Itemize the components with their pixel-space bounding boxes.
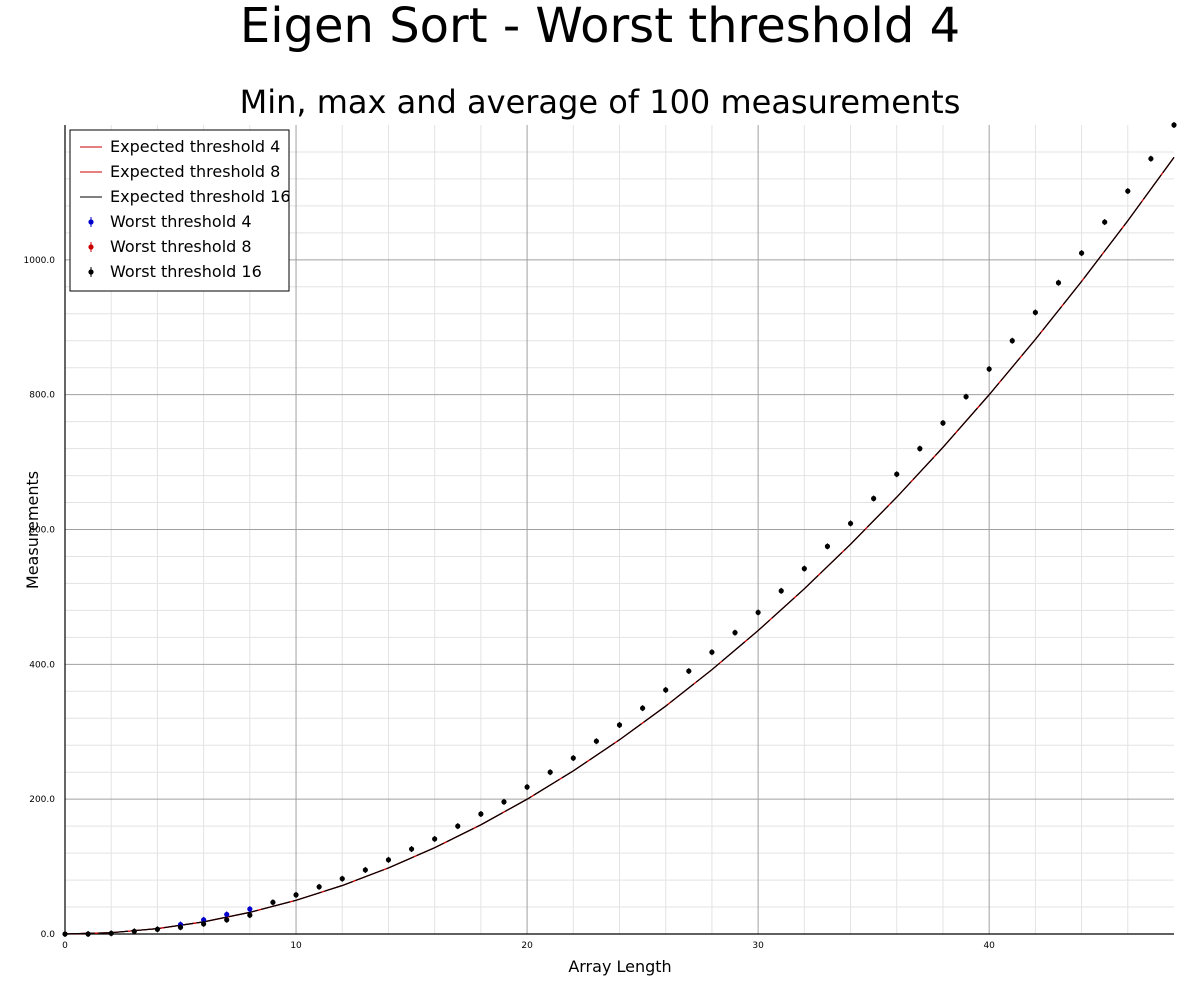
data-point-worst-threshold-16 <box>894 471 900 477</box>
x-tick-label: 20 <box>521 941 533 951</box>
data-point-worst-threshold-16 <box>316 884 322 890</box>
y-tick-label: 400.0 <box>29 660 55 670</box>
data-point-worst-threshold-16 <box>570 755 576 761</box>
chart-title: Eigen Sort - Worst threshold 4 <box>240 0 960 54</box>
y-tick-label: 800.0 <box>29 391 55 401</box>
data-point-worst-threshold-16 <box>1055 280 1062 286</box>
x-tick-label: 40 <box>983 941 995 951</box>
data-point-worst-threshold-16 <box>663 687 669 693</box>
data-point-worst-threshold-16 <box>224 917 230 923</box>
data-point-worst-threshold-16 <box>640 705 646 711</box>
data-point-worst-threshold-16 <box>824 543 831 549</box>
data-point-worst-threshold-16 <box>709 649 715 655</box>
data-point-worst-threshold-16 <box>547 769 553 775</box>
legend-label-worst-threshold-4: Worst threshold 4 <box>110 212 252 231</box>
data-point-worst-threshold-16 <box>362 867 368 873</box>
data-point-worst-threshold-16 <box>1148 156 1154 162</box>
data-point-worst-threshold-16 <box>177 924 184 930</box>
data-point-worst-threshold-16 <box>385 857 392 863</box>
legend-label-expected-threshold-8: Expected threshold 8 <box>110 162 280 181</box>
data-point-worst-threshold-4 <box>201 917 207 923</box>
data-point-worst-threshold-4 <box>224 911 230 918</box>
data-point-worst-threshold-16 <box>755 609 761 616</box>
x-axis-label: Array Length <box>568 957 671 976</box>
legend-marker-worst-threshold-8 <box>88 244 94 250</box>
data-point-worst-threshold-16 <box>963 394 969 400</box>
data-point-worst-threshold-16 <box>131 928 137 934</box>
data-point-worst-threshold-16 <box>408 846 415 852</box>
chart-subtitle: Min, max and average of 100 measurements <box>240 83 961 121</box>
legend-marker-worst-threshold-16 <box>88 269 94 275</box>
data-point-worst-threshold-16 <box>247 912 253 918</box>
data-point-worst-threshold-16 <box>293 892 299 898</box>
data-point-worst-threshold-16 <box>778 588 784 594</box>
data-point-worst-threshold-16 <box>732 630 738 636</box>
data-point-worst-threshold-16 <box>686 668 692 674</box>
data-point-worst-threshold-16 <box>616 722 623 728</box>
data-point-worst-threshold-16 <box>871 495 877 502</box>
data-point-worst-threshold-16 <box>455 823 461 829</box>
data-point-worst-threshold-16 <box>801 566 807 572</box>
data-point-worst-threshold-16 <box>1102 219 1108 225</box>
legend-box <box>69 129 290 292</box>
data-point-worst-threshold-16 <box>501 799 507 805</box>
x-tick-label: 0 <box>62 941 68 951</box>
legend: Expected threshold 4 Expected threshold 8… <box>69 129 291 292</box>
y-tick-label: 200.0 <box>29 795 55 805</box>
data-point-worst-threshold-16 <box>62 931 68 937</box>
x-tick-label: 10 <box>290 941 302 951</box>
data-point-worst-threshold-16 <box>201 921 207 927</box>
legend-label-expected-threshold-4: Expected threshold 4 <box>110 137 280 156</box>
data-point-worst-threshold-16 <box>593 738 599 744</box>
data-point-worst-threshold-4 <box>247 906 253 912</box>
data-point-worst-threshold-16 <box>1125 188 1131 194</box>
data-point-worst-threshold-16 <box>85 931 91 937</box>
legend-marker-worst-threshold-4 <box>88 219 94 225</box>
y-tick-label: 600.0 <box>29 526 55 536</box>
data-point-worst-threshold-16 <box>524 784 530 790</box>
data-point-worst-threshold-16 <box>917 446 923 452</box>
y-axis-label: Measurements <box>23 471 42 589</box>
y-tick-label: 0.0 <box>41 930 56 940</box>
legend-label-worst-threshold-8: Worst threshold 8 <box>110 237 252 256</box>
data-point-worst-threshold-16 <box>940 420 946 426</box>
data-point-worst-threshold-16 <box>1171 122 1177 128</box>
y-tick-label: 1000.0 <box>24 256 56 266</box>
data-point-worst-threshold-16 <box>847 520 854 527</box>
data-point-worst-threshold-16 <box>432 836 438 842</box>
data-point-worst-threshold-16 <box>108 930 114 936</box>
data-point-worst-threshold-16 <box>1032 309 1038 316</box>
x-tick-label: 30 <box>752 941 764 951</box>
data-point-worst-threshold-16 <box>270 899 276 905</box>
data-point-worst-threshold-16 <box>1078 250 1085 256</box>
legend-label-expected-threshold-16: Expected threshold 16 <box>110 187 291 206</box>
data-point-worst-threshold-16 <box>986 366 992 372</box>
legend-label-worst-threshold-16: Worst threshold 16 <box>110 262 262 281</box>
data-point-worst-threshold-16 <box>339 876 345 882</box>
data-point-worst-threshold-16 <box>1009 338 1015 344</box>
data-point-worst-threshold-16 <box>154 926 161 932</box>
data-point-worst-threshold-16 <box>478 811 484 817</box>
